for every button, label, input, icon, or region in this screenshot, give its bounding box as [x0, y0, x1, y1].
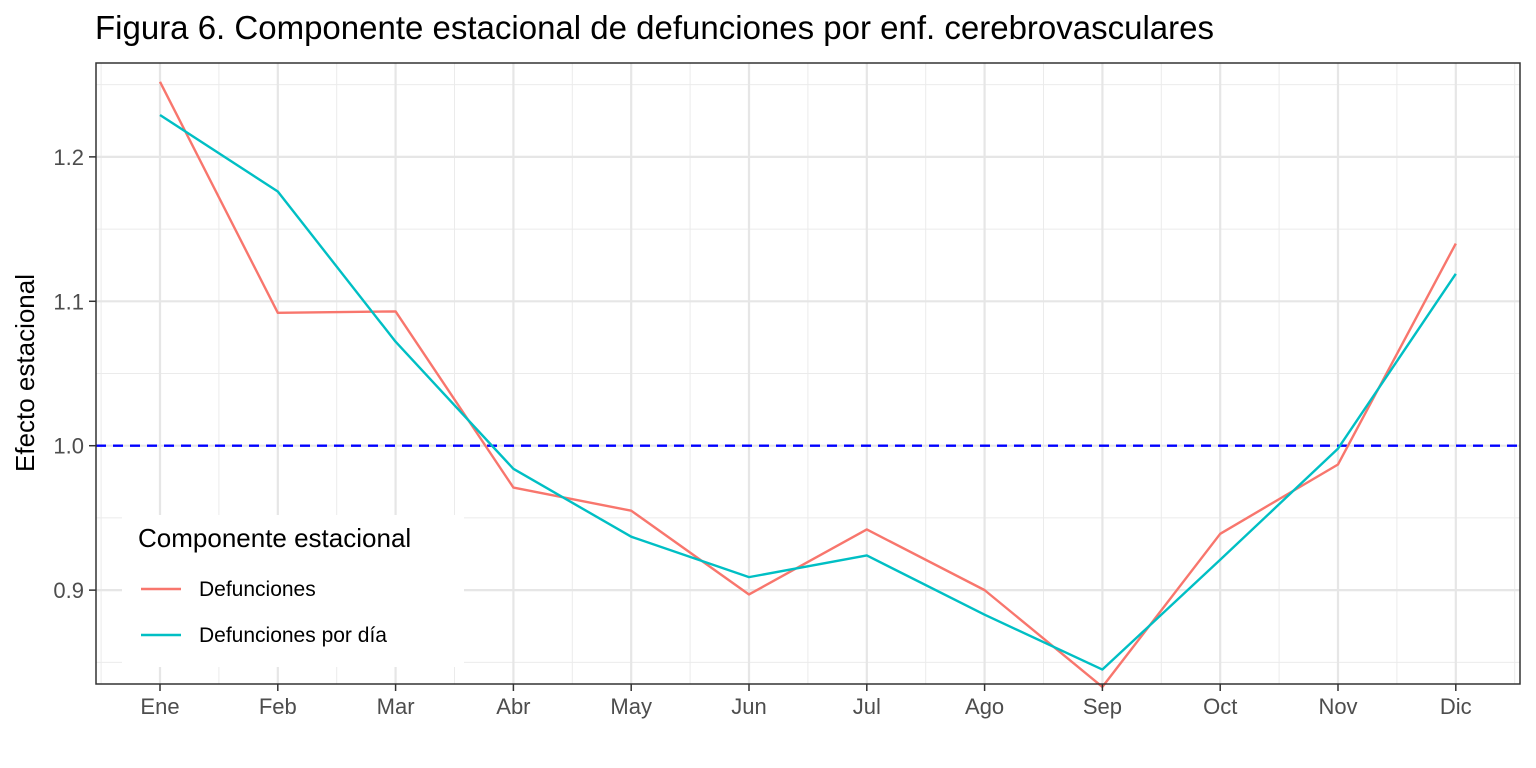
x-tick-label: Nov	[1318, 694, 1357, 719]
x-tick-label: Feb	[259, 694, 297, 719]
legend-background	[122, 515, 464, 667]
x-tick-label: Ago	[965, 694, 1004, 719]
legend-label: Defunciones	[199, 578, 316, 601]
legend-item: Defunciones por día	[141, 624, 387, 647]
y-axis-title: Efecto estacional	[10, 274, 40, 472]
x-tick-label: Ene	[140, 694, 179, 719]
chart-title: Figura 6. Componente estacional de defun…	[95, 9, 1214, 46]
y-tick-label: 1.0	[53, 434, 84, 459]
x-tick-label: Abr	[496, 694, 530, 719]
series-line-1	[158, 81, 1457, 689]
y-tick-label: 0.9	[53, 578, 84, 603]
x-tick-label: Sep	[1083, 694, 1122, 719]
x-tick-label: Oct	[1203, 694, 1237, 719]
legend-item: Defunciones	[141, 578, 316, 601]
x-tick-label: Jul	[853, 694, 881, 719]
y-tick-label: 1.2	[53, 145, 84, 170]
x-tick-label: Dic	[1440, 694, 1472, 719]
legend-label: Defunciones por día	[199, 624, 387, 647]
legend: Componente estacional Defunciones Defunci…	[122, 515, 464, 667]
legend-title: Componente estacional	[138, 523, 411, 553]
x-tick-label: May	[610, 694, 652, 719]
panel-border	[95, 62, 1521, 685]
y-tick-label: 1.1	[53, 289, 84, 314]
series-line-2	[159, 113, 1457, 671]
x-tick-label: Jun	[731, 694, 766, 719]
x-tick-label: Mar	[377, 694, 415, 719]
